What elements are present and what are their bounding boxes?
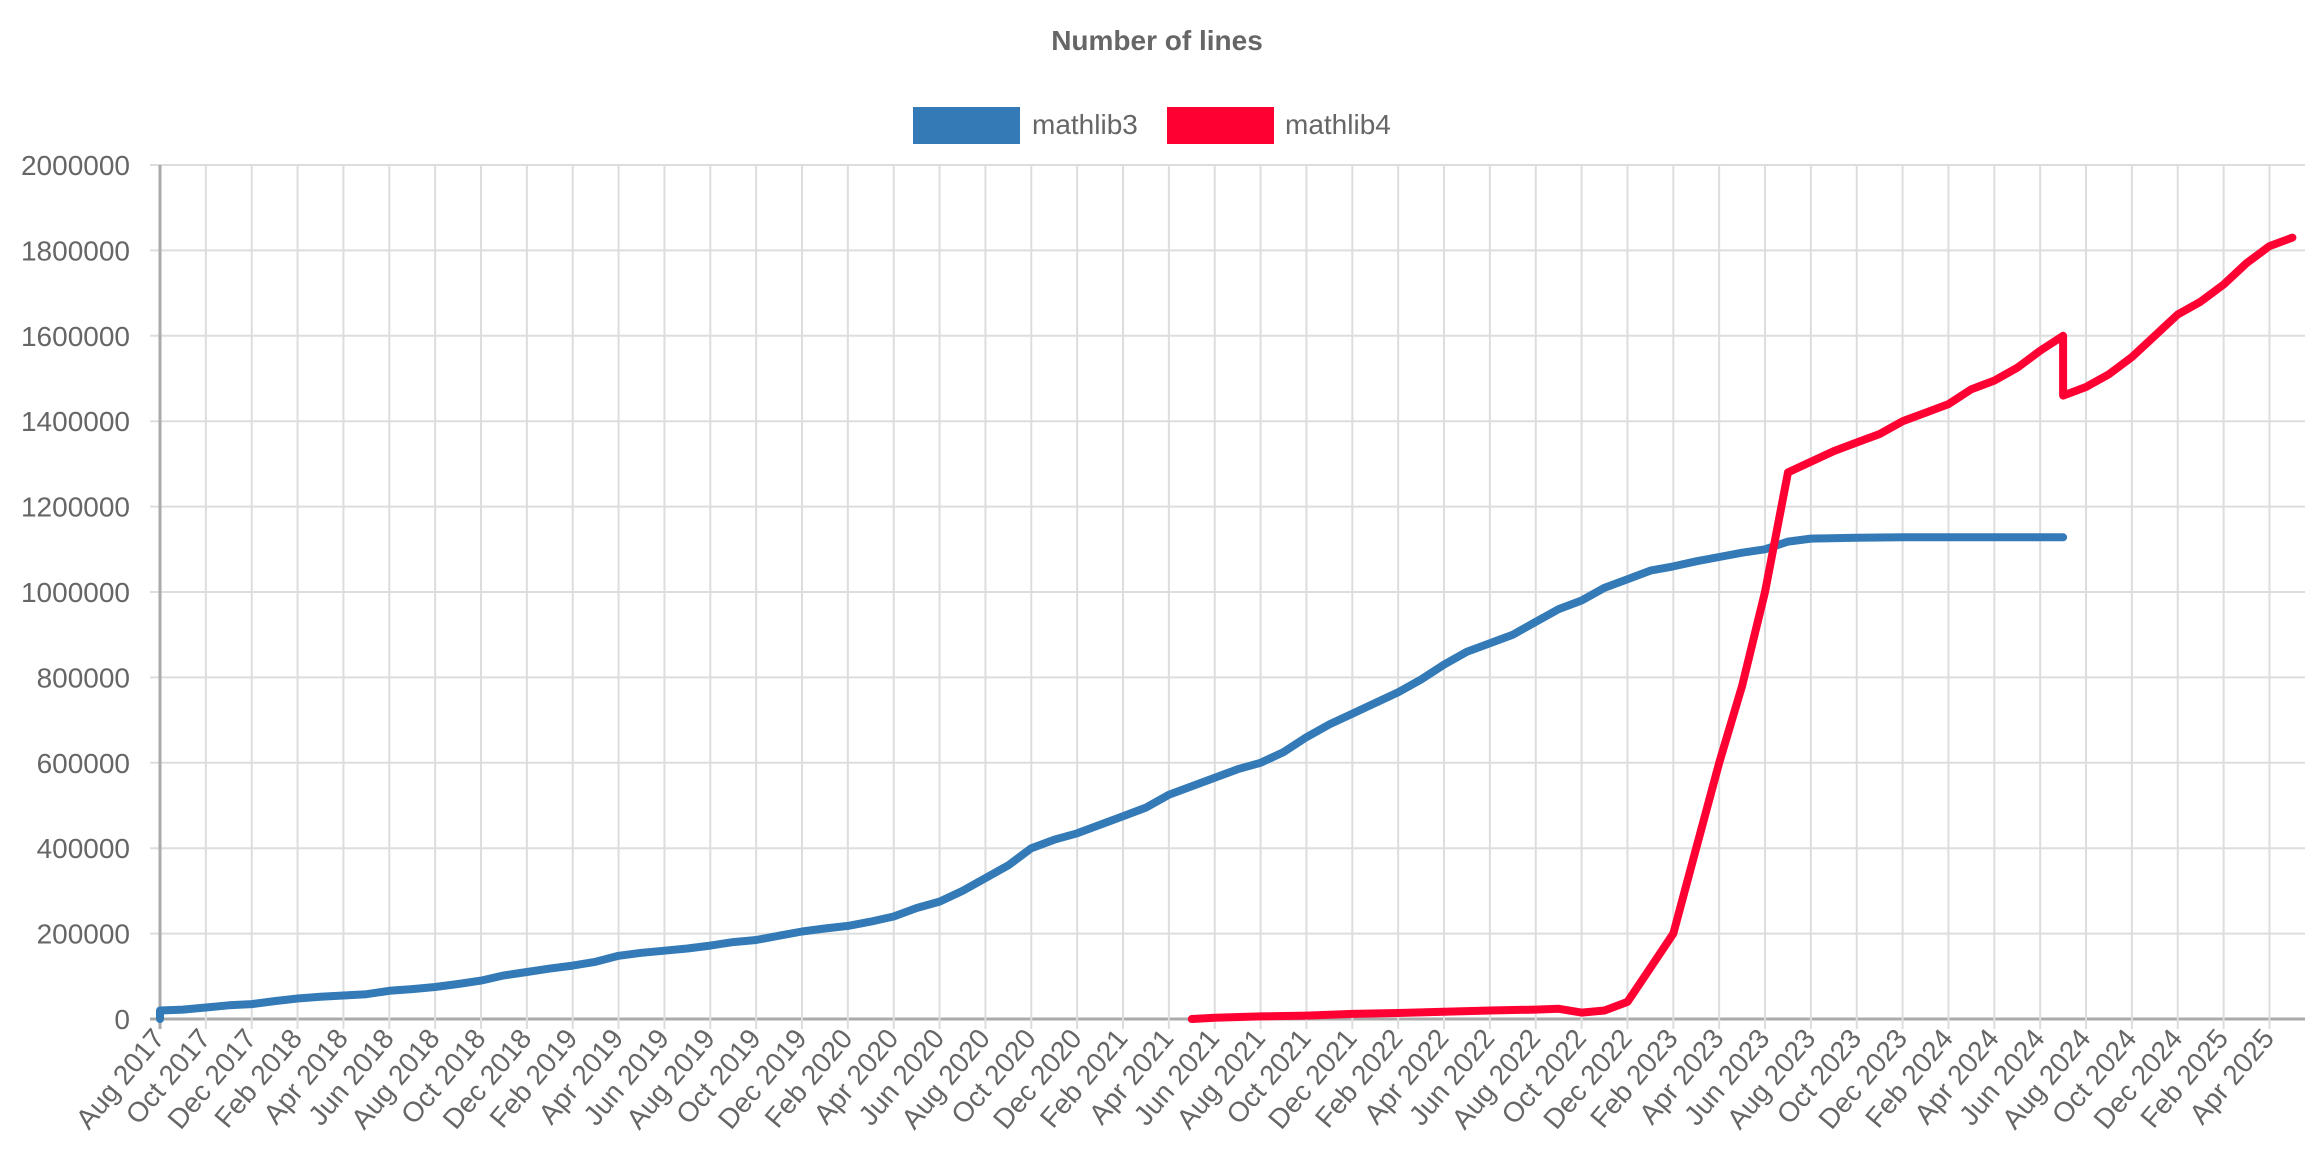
y-axis-ticks: 0 200000 400000 600000 800000 1000000 1200000 1… [21,150,130,1035]
chart-title: Number of lines [1051,25,1263,56]
legend-swatch-mathlib4[interactable] [1167,107,1274,144]
series-line-mathlib4[interactable] [1187,233,2297,1023]
series [156,233,2297,1023]
y-tick-label: 1400000 [21,406,130,437]
legend: mathlib3 mathlib4 [913,107,1391,144]
series-line-mathlib3[interactable] [156,533,2068,1023]
y-tick-label: 0 [114,1004,130,1035]
y-tick-label: 1200000 [21,492,130,523]
y-tick-label: 600000 [37,748,130,779]
y-tick-label: 400000 [37,833,130,864]
y-tick-label: 200000 [37,919,130,950]
y-tick-label: 800000 [37,662,130,693]
y-tick-label: 1600000 [21,321,130,352]
legend-label-mathlib3[interactable]: mathlib3 [1032,109,1138,140]
y-tick-label: 2000000 [21,150,130,181]
legend-swatch-mathlib3[interactable] [913,107,1020,144]
legend-label-mathlib4[interactable]: mathlib4 [1285,109,1391,140]
y-tick-label: 1800000 [21,235,130,266]
y-tick-label: 1000000 [21,577,130,608]
grid [150,164,2305,1029]
